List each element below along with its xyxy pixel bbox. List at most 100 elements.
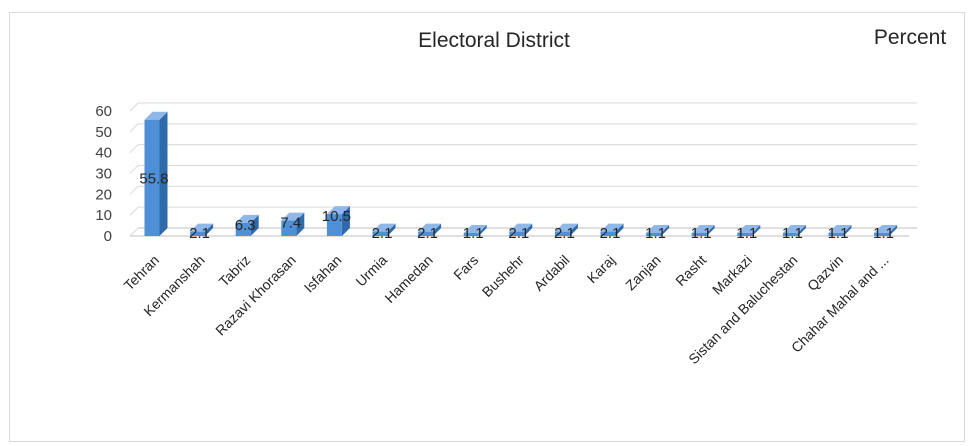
- data-label: 1.1: [645, 225, 666, 242]
- bar-side-face: [159, 111, 168, 236]
- bar-top-face: [509, 223, 533, 232]
- data-label: 1.1: [828, 225, 849, 242]
- x-tick-label: Tabriz: [216, 252, 254, 290]
- bar-side-face: [478, 225, 487, 236]
- bar-front-face: [646, 233, 662, 236]
- bar-top-face: [600, 223, 624, 232]
- data-label: 2.1: [554, 225, 575, 242]
- bar-top-face: [418, 223, 442, 232]
- bar: [874, 225, 898, 236]
- data-label: 1.1: [691, 225, 712, 242]
- data-label: 2.1: [417, 225, 438, 242]
- bar: [372, 223, 396, 236]
- grid-line-depth: [129, 185, 139, 195]
- bar-top-face: [691, 225, 715, 233]
- bar-top-face: [463, 225, 487, 233]
- grid-line-depth: [129, 144, 139, 154]
- chart-frame: Electoral District Percent 0 10 20 30 40 50 60…: [9, 12, 965, 442]
- bar-side-face: [341, 206, 350, 236]
- data-label: 2.1: [372, 225, 393, 242]
- bar-side-face: [296, 212, 305, 236]
- bar: [144, 111, 168, 236]
- bar-top-face: [737, 225, 761, 233]
- data-label: 2.1: [600, 225, 621, 242]
- bar-top-face: [281, 212, 305, 221]
- bar-front-face: [509, 231, 525, 236]
- bar-front-face: [235, 222, 251, 236]
- x-tick-label: Fars: [450, 252, 481, 283]
- bars: 55.8 2.1 6.3 7.4 10.5 2.1 2.1 1.1 2.1 2.1 2.1 1.1 1.…: [139, 111, 898, 242]
- bar: [554, 223, 578, 236]
- bar: [190, 223, 214, 236]
- bar-front-face: [737, 233, 753, 236]
- bar: [463, 225, 487, 236]
- bar: [235, 214, 259, 236]
- x-tick-label: Ardabil: [530, 252, 572, 294]
- grid-line-depth: [129, 123, 139, 133]
- bar-top-face: [646, 225, 670, 233]
- bar-top-face: [144, 111, 168, 120]
- bar-side-face: [569, 223, 578, 236]
- bar-top-face: [372, 223, 396, 232]
- bar-top-face: [554, 223, 578, 232]
- bar-front-face: [326, 214, 342, 236]
- bar-side-face: [433, 223, 442, 236]
- bar-front-face: [828, 233, 844, 236]
- y-tick-label: 50: [95, 124, 112, 141]
- bar-top-face: [190, 223, 214, 232]
- bar-side-face: [387, 223, 396, 236]
- bar-front-face: [190, 231, 206, 236]
- x-tick-label: Razavi Khorasan: [212, 252, 299, 339]
- bar-front-face: [463, 233, 479, 236]
- x-tick-label: Rasht: [672, 252, 709, 289]
- y-tick-label: 0: [104, 228, 112, 245]
- data-label: 1.1: [873, 225, 894, 242]
- bar-front-face: [281, 220, 297, 236]
- y-tick-label: 20: [95, 186, 112, 203]
- data-label: 2.1: [189, 225, 210, 242]
- bar: [782, 225, 806, 236]
- data-label: 10.5: [322, 208, 351, 225]
- bar-front-face: [554, 231, 570, 236]
- x-tick-label: Bushehr: [479, 252, 527, 300]
- y-axis-ticks: 0 10 20 30 40 50 60: [95, 103, 112, 245]
- bar-top-face: [235, 214, 259, 223]
- data-label: 55.8: [139, 171, 168, 188]
- data-label: 7.4: [280, 215, 301, 232]
- bar-top-face: [828, 225, 852, 233]
- x-tick-label: Zanjan: [622, 252, 664, 294]
- grid-lines: [129, 102, 917, 237]
- bar: [737, 225, 761, 236]
- bar-side-face: [661, 225, 670, 236]
- y-tick-label: 10: [95, 207, 112, 224]
- bar-front-face: [418, 231, 434, 236]
- bar: [509, 223, 533, 236]
- x-tick-label: Urmia: [352, 252, 390, 290]
- bar-side-face: [205, 223, 214, 236]
- bar-side-face: [524, 223, 533, 236]
- bar: [281, 212, 305, 236]
- bar-side-face: [797, 225, 806, 236]
- bar-side-face: [706, 225, 715, 236]
- grid-line-depth: [129, 102, 139, 112]
- x-tick-label: Isfahan: [301, 252, 345, 296]
- bar-front-face: [144, 119, 160, 236]
- bar-side-face: [752, 225, 761, 236]
- bar-front-face: [691, 233, 707, 236]
- bar: [326, 206, 350, 236]
- bar: [691, 225, 715, 236]
- data-label: 1.1: [782, 225, 803, 242]
- x-tick-label: Markazi: [709, 252, 755, 298]
- bar-front-face: [874, 233, 890, 236]
- bar-top-face: [326, 206, 350, 215]
- y-tick-label: 60: [95, 103, 112, 120]
- bar-top-face: [782, 225, 806, 233]
- x-tick-label: Qazvin: [804, 252, 846, 294]
- bar: [646, 225, 670, 236]
- bar-top-face: [874, 225, 898, 233]
- chart-title: Electoral District: [418, 29, 570, 52]
- x-tick-label: Karaj: [584, 252, 618, 286]
- bar-front-face: [782, 233, 798, 236]
- data-label: 1.1: [463, 225, 484, 242]
